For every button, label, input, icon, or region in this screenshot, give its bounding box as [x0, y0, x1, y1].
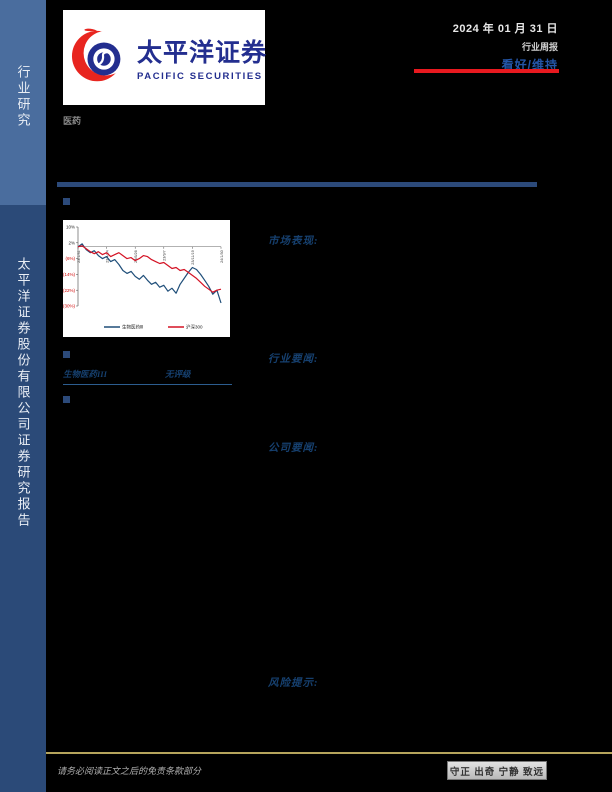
bullet-square-icon: [63, 396, 70, 403]
y-tick-label: (30%): [63, 304, 75, 309]
x-tick-label: 23/9/7: [163, 250, 167, 261]
company-logo: 太平洋证券 PACIFIC SECURITIES: [63, 10, 268, 105]
legend-label-0: 生物医药Ⅲ: [122, 324, 143, 331]
label-market-performance: 市场表现:: [268, 236, 319, 247]
section-divider-bar: [57, 182, 537, 187]
report-type: 行业周报: [521, 42, 558, 52]
performance-line-chart: 10% 2% (6%) (14%) (22%) (30%) 23/1/31 23/4/14 23…: [63, 225, 224, 331]
sidebar-industry-research: 行业研究: [0, 0, 46, 205]
footer-disclaimer: 请务必阅读正文之后的免责条款部分: [57, 766, 202, 776]
bullet-square-icon: [63, 351, 70, 358]
x-tick-label: 23/1/31: [77, 250, 81, 263]
sub-industry-rating-row: 生物医药III 无评级: [63, 368, 232, 385]
y-tick-label: (14%): [63, 272, 75, 277]
y-tick-label: 10%: [66, 225, 75, 230]
logo-english-name: PACIFIC SECURITIES: [137, 71, 263, 82]
industry-rating: 看好/维持: [501, 58, 558, 72]
footer-divider-line: [46, 752, 612, 754]
industry-name: 医药: [63, 116, 82, 126]
x-tick-label: 23/11/19: [191, 250, 195, 265]
y-tick-label: (6%): [65, 256, 75, 261]
x-tick-label: 23/6/26: [134, 250, 138, 263]
series-line-1: [77, 245, 222, 293]
legend-label-1: 沪深300: [186, 324, 203, 331]
x-tick-label: 23/4/14: [105, 250, 109, 263]
sidebar-bottom-label: 太平洋证券股份有限公司证券研究报告: [15, 257, 31, 529]
report-date: 2024 年 01 月 31 日: [452, 23, 558, 35]
logo-chinese-name: 太平洋证券: [137, 39, 268, 67]
company-motto-box: 守正 出奇 宁静 致远: [447, 761, 547, 780]
sidebar-company-strip: 太平洋证券股份有限公司证券研究报告: [0, 205, 46, 792]
sidebar-top-label: 行业研究: [15, 65, 31, 129]
bullet-square-icon: [63, 198, 70, 205]
company-motto: 守正 出奇 宁静 致远: [449, 767, 545, 778]
label-risk-warning: 风险提示:: [268, 678, 319, 689]
x-tick-label: 24/1/30: [220, 250, 224, 263]
sub-industry-name: 生物医药III: [63, 369, 107, 379]
red-underline: [414, 69, 559, 73]
label-industry-news: 行业要闻:: [268, 354, 319, 365]
label-company-news: 公司要闻:: [268, 443, 319, 454]
market-performance-chart: 10% 2% (6%) (14%) (22%) (30%) 23/1/31 23/4/14 23…: [63, 220, 230, 337]
series-line-0: [77, 243, 222, 304]
sub-industry-rating: 无评级: [165, 369, 191, 379]
y-tick-label: 2%: [68, 240, 75, 245]
pacific-securities-swirl-icon: [71, 28, 129, 81]
y-tick-label: (22%): [63, 288, 75, 293]
